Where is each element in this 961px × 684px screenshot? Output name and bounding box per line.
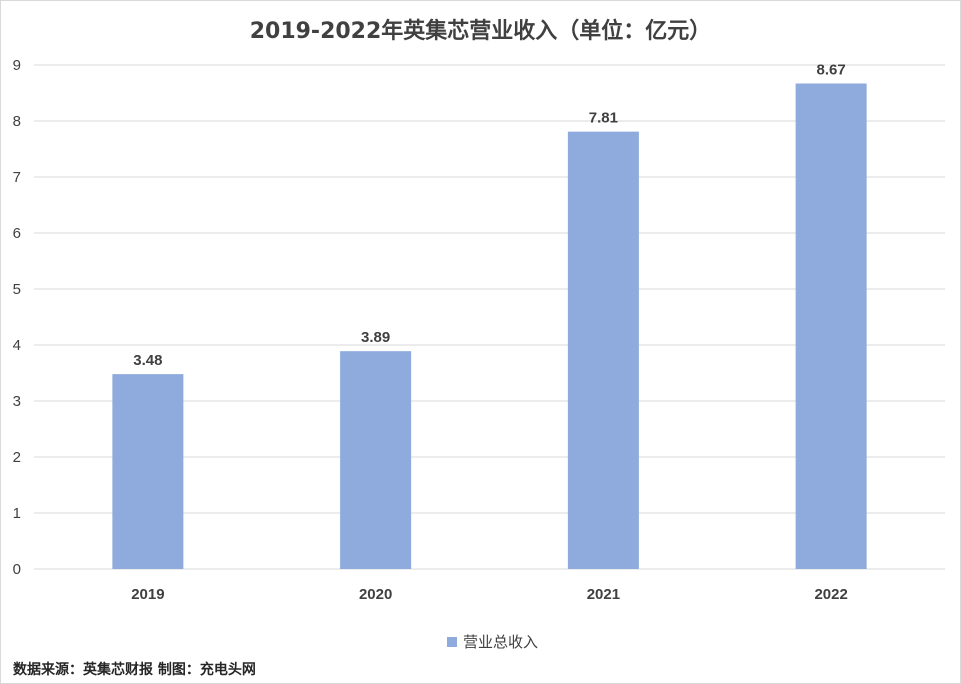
y-tick-label: 7 [13, 169, 21, 186]
y-tick-label: 5 [13, 281, 21, 298]
x-tick-label: 2020 [359, 586, 392, 603]
x-tick-label: 2022 [814, 586, 847, 603]
chart-title: 2019-2022年英集芯营业收入（单位：亿元） [249, 19, 712, 44]
y-tick-label: 2 [13, 449, 21, 466]
bar-2022 [795, 83, 867, 569]
y-tick-label: 6 [13, 225, 21, 242]
y-tick-label: 3 [13, 393, 21, 410]
source-note: 数据来源：英集芯财报 制图：充电头网 [13, 662, 256, 678]
legend-label: 营业总收入 [463, 633, 539, 651]
y-tick-label: 0 [13, 561, 21, 578]
legend: 营业总收入 [447, 631, 538, 652]
bar-2021 [567, 131, 639, 569]
bar-2019 [112, 374, 184, 569]
y-tick-label: 8 [13, 113, 21, 130]
legend-swatch [447, 636, 457, 647]
y-tick-label: 1 [13, 505, 21, 522]
data-label: 7.81 [589, 110, 618, 127]
x-tick-label: 2019 [131, 586, 164, 603]
bar-2020 [340, 351, 412, 569]
y-tick-label: 9 [13, 57, 21, 74]
y-tick-label: 4 [13, 337, 21, 354]
x-tick-label: 2021 [587, 586, 620, 603]
data-label: 8.67 [817, 61, 846, 78]
data-label: 3.48 [133, 352, 162, 369]
data-label: 3.89 [361, 329, 390, 346]
